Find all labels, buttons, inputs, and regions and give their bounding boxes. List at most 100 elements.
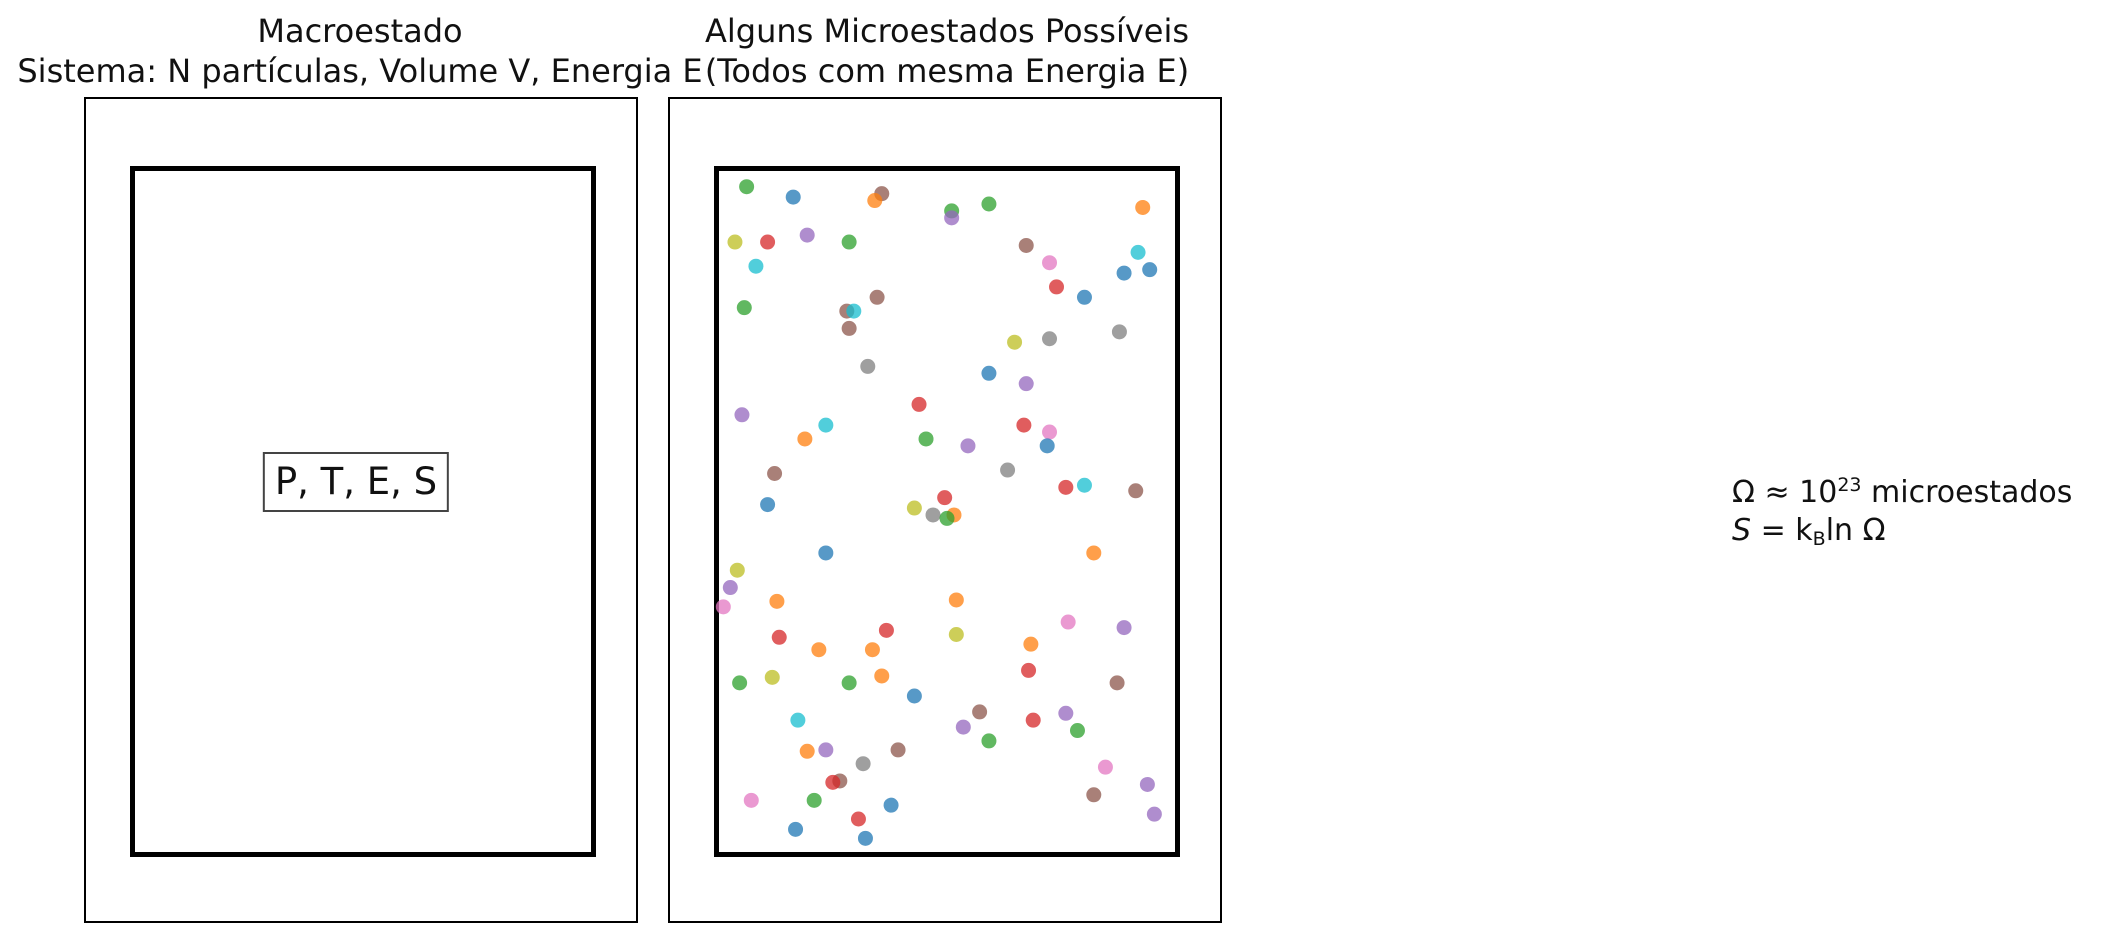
- microstate-container: [714, 166, 1180, 857]
- particle-95: [883, 797, 899, 813]
- particle-78: [955, 719, 971, 735]
- particle-64: [864, 642, 880, 658]
- particle-56: [948, 592, 964, 608]
- entropy-formula: S = kBln Ω: [1732, 512, 2072, 558]
- particle-90: [1086, 787, 1102, 803]
- particle-29: [981, 365, 997, 381]
- particle-80: [818, 742, 834, 758]
- omega-exponent: 23: [1837, 474, 1862, 496]
- particle-43: [1076, 477, 1092, 493]
- particle-28: [860, 358, 876, 374]
- entropy-symbol: S: [1732, 513, 1752, 548]
- macro-variables-label: P, T, E, S: [262, 452, 450, 512]
- particle-55: [769, 593, 785, 609]
- omega-suffix: microestados: [1861, 475, 2073, 510]
- particle-24: [841, 320, 857, 336]
- particle-57: [715, 599, 731, 615]
- particle-33: [818, 417, 834, 433]
- particle-83: [743, 792, 759, 808]
- particle-scatter: [715, 179, 1162, 846]
- particle-17: [1142, 262, 1158, 278]
- particle-69: [841, 675, 857, 691]
- particle-51: [729, 562, 745, 578]
- particle-74: [1025, 712, 1041, 728]
- particle-16: [1116, 265, 1132, 281]
- particle-21: [869, 289, 885, 305]
- particle-62: [878, 622, 894, 638]
- particle-84: [806, 792, 822, 808]
- particle-26: [1042, 331, 1058, 347]
- microstates-panel: [668, 97, 1222, 923]
- particle-54: [722, 580, 738, 596]
- particle-58: [771, 629, 787, 645]
- particle-59: [948, 626, 964, 642]
- particle-40: [767, 465, 783, 481]
- particle-1: [785, 189, 801, 205]
- particle-5: [944, 210, 960, 226]
- particle-38: [960, 438, 976, 454]
- microstates-title: Alguns Microestados Possíveis (Todos com…: [705, 11, 1189, 91]
- particle-41: [1000, 462, 1016, 478]
- particle-0: [739, 179, 755, 195]
- macrostate-title-line1: Macroestado: [257, 12, 463, 50]
- particle-8: [727, 234, 743, 250]
- particle-93: [788, 821, 804, 837]
- particle-66: [1021, 662, 1037, 678]
- particle-60: [1060, 614, 1076, 630]
- particle-72: [906, 688, 922, 704]
- particle-67: [764, 669, 780, 685]
- omega-prefix: Ω ≈ 10: [1732, 475, 1838, 510]
- particle-9: [760, 234, 776, 250]
- particle-52: [818, 545, 834, 561]
- particle-23: [846, 303, 862, 319]
- particle-12: [1018, 237, 1034, 253]
- particle-91: [1146, 806, 1162, 822]
- particle-94: [857, 830, 873, 846]
- macrostate-title-line2: Sistema: N partículas, Volume V, Energia…: [17, 52, 703, 90]
- macrostate-title: Macroestado Sistema: N partículas, Volum…: [17, 11, 702, 91]
- particle-89: [1139, 776, 1155, 792]
- particle-39: [1039, 438, 1055, 454]
- particle-92: [850, 811, 866, 827]
- particle-10: [799, 227, 815, 243]
- particle-53: [1086, 545, 1102, 561]
- particle-70: [874, 668, 890, 684]
- particle-47: [906, 500, 922, 516]
- particle-68: [732, 675, 748, 691]
- particle-46: [760, 497, 776, 513]
- entropy-rhs: ln Ω: [1825, 513, 1886, 548]
- macrostate-panel: P, T, E, S: [84, 97, 638, 923]
- particle-42: [1058, 479, 1074, 495]
- particle-63: [811, 642, 827, 658]
- particle-32: [911, 396, 927, 412]
- particle-25: [1007, 334, 1023, 350]
- particle-86: [825, 774, 841, 790]
- particle-36: [1042, 424, 1058, 440]
- particle-14: [1130, 244, 1146, 260]
- particle-20: [736, 300, 752, 316]
- particle-27: [1111, 324, 1127, 340]
- particle-88: [1097, 759, 1113, 775]
- particle-45: [937, 490, 953, 506]
- macrostate-container: [130, 166, 596, 857]
- microstate-count-formula: Ω ≈ 1023 microestados: [1732, 466, 2072, 512]
- particle-87: [855, 756, 871, 772]
- particle-15: [748, 258, 764, 274]
- particle-73: [972, 704, 988, 720]
- particle-82: [981, 733, 997, 749]
- particle-77: [1069, 723, 1085, 739]
- particle-13: [1042, 255, 1058, 271]
- particle-35: [1016, 417, 1032, 433]
- particle-37: [918, 431, 934, 447]
- particle-7: [1135, 199, 1151, 215]
- particle-65: [1023, 636, 1039, 652]
- entropy-equals: = k: [1751, 513, 1813, 548]
- particle-11: [841, 234, 857, 250]
- particle-3: [867, 193, 883, 209]
- particle-81: [890, 742, 906, 758]
- particle-71: [1109, 675, 1125, 691]
- particle-18: [1049, 279, 1065, 295]
- particle-30: [1018, 376, 1034, 392]
- particle-34: [797, 431, 813, 447]
- particle-6: [981, 196, 997, 212]
